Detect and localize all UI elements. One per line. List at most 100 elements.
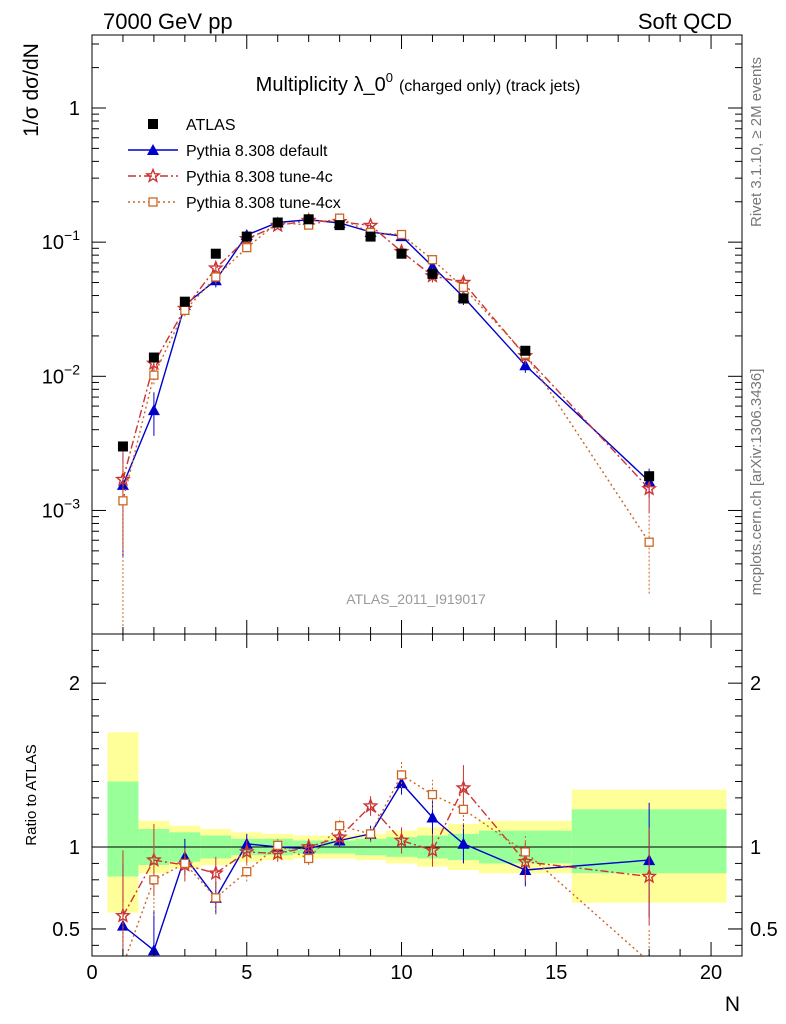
header-right: Soft QCD	[638, 9, 732, 34]
point-0-5	[272, 217, 283, 228]
ratio-point-2-1	[149, 875, 159, 885]
ratio-y-tick-label-right: 2	[750, 673, 761, 695]
point-3-2	[180, 305, 190, 316]
legend-entry-2: Pythia 8.308 tune-4c	[128, 167, 333, 186]
ratio-point-1-4	[238, 843, 255, 859]
legend-entry-0: ATLAS	[148, 117, 236, 134]
point-0-13	[644, 471, 655, 482]
point-2-13	[641, 480, 658, 496]
legend-marker-0	[148, 119, 158, 129]
main-panel-data	[114, 212, 658, 634]
ratio-series-group	[114, 761, 658, 956]
point-3-1	[149, 370, 159, 380]
chart-title-main: Multiplicity λ_0	[256, 74, 386, 96]
ratio-point-2-8	[365, 829, 376, 839]
point-0-2	[179, 296, 190, 307]
ratio-point-2-5	[273, 840, 283, 851]
point-3-13	[644, 537, 654, 547]
point-2-0	[114, 471, 131, 487]
point-1-10	[426, 260, 439, 272]
legend-label-3: Pythia 8.308 tune-4cx	[186, 195, 341, 212]
ratio-point-2-3	[211, 893, 221, 903]
ratio-point-2-2	[180, 858, 190, 869]
ratio-point-1-13	[641, 868, 658, 884]
ratio-point-2-11	[458, 804, 469, 814]
point-3-10	[427, 255, 438, 265]
ratio-line-1	[122, 786, 650, 917]
mcplots-label: mcplots.cern.ch [arXiv:1306.3436]	[748, 369, 765, 596]
legend-marker-1	[147, 144, 159, 155]
main-y-tick-label-3: 10−3	[42, 495, 80, 522]
x-tick-label-20: 20	[700, 962, 722, 984]
main-y-tick-label-0: 1	[69, 98, 80, 120]
point-3-3	[211, 272, 221, 282]
ratio-point-0-10	[426, 811, 439, 823]
series-0	[117, 214, 655, 482]
ratio-point-1-10	[424, 841, 441, 858]
ratio-y-tick-label-left: 0.5	[52, 919, 80, 941]
x-tick-label-10: 10	[390, 962, 412, 984]
ratio-point-0-11	[457, 837, 470, 849]
ratio-point-2-12	[520, 847, 530, 857]
ratio-y-tick-label-left: 1	[69, 837, 80, 859]
chart-title-suffix: (charged only) (track jets)	[399, 78, 580, 95]
axes: 0 5 10 15 20 1 10−1 10−2 10−3 0.5 0.5 1 1 2 2	[42, 34, 778, 984]
analysis-label: ATLAS_2011_I919017	[346, 591, 486, 607]
ratio-point-2-4	[242, 866, 252, 877]
main-y-tick-label-1: 10−1	[42, 227, 80, 254]
point-0-8	[365, 231, 376, 242]
x-tick-label-15: 15	[545, 962, 567, 984]
point-3-11	[458, 282, 469, 293]
point-1-1	[147, 404, 160, 416]
point-0-3	[210, 248, 221, 259]
ratio-point-1-9	[393, 832, 410, 848]
x-tick-label-0: 0	[86, 962, 97, 984]
point-0-4	[241, 231, 252, 242]
ratio-point-2-7	[334, 821, 345, 831]
ratio-point-1-11	[455, 779, 472, 795]
point-3-4	[242, 242, 252, 253]
chart-title-sup: 0	[386, 70, 393, 85]
ratio-line-2	[125, 773, 644, 956]
ratio-point-2-6	[304, 853, 314, 864]
ratio-frame	[91, 633, 743, 957]
ratio-y-tick-label-right: 1	[750, 837, 761, 859]
legend-entry-3: Pythia 8.308 tune-4cx	[128, 195, 341, 212]
ratio-point-2-9	[396, 770, 407, 780]
series-line-3	[122, 217, 650, 543]
main-series-group	[114, 212, 658, 634]
legend-label-0: ATLAS	[186, 117, 236, 134]
legend: ATLAS Pythia 8.308 default Pythia 8.308 tu…	[128, 117, 341, 212]
ratio-point-1-5	[269, 845, 286, 861]
ratio-point-1-7	[331, 828, 348, 845]
legend-marker-3	[148, 197, 158, 207]
ratio-point-1-3	[207, 864, 224, 881]
ratio-y-axis-label: Ratio to ATLAS	[23, 744, 40, 845]
legend-entry-1: Pythia 8.308 default	[128, 143, 328, 160]
point-3-9	[396, 229, 407, 240]
point-0-9	[396, 248, 407, 259]
x-axis-label: N	[725, 993, 740, 1016]
legend-label-1: Pythia 8.308 default	[186, 143, 328, 160]
legend-marker-2	[144, 167, 162, 183]
ratio-y-tick-label-left: 2	[69, 673, 80, 695]
ratio-point-2-10	[427, 789, 438, 800]
point-0-11	[458, 293, 469, 304]
chart-title: Multiplicity λ_00 (charged only) (track j…	[256, 70, 581, 96]
point-0-6	[303, 214, 314, 225]
legend-label-2: Pythia 8.308 tune-4c	[186, 169, 333, 186]
point-0-1	[148, 352, 159, 363]
ratio-point-1-8	[362, 797, 379, 813]
point-0-10	[427, 268, 438, 279]
point-3-0	[118, 496, 128, 506]
rivet-label: Rivet 3.1.10, ≥ 2M events	[748, 57, 765, 227]
main-y-axis-label: 1/σ dσ/dN	[20, 43, 43, 137]
point-0-0	[117, 441, 128, 452]
point-0-12	[520, 345, 531, 356]
x-tick-label-5: 5	[241, 962, 252, 984]
main-y-tick-label-2: 10−2	[42, 361, 80, 388]
ratio-panel-data	[92, 761, 742, 956]
ratio-y-tick-label-right: 0.5	[750, 919, 778, 941]
header-left: 7000 GeV pp	[103, 9, 233, 34]
